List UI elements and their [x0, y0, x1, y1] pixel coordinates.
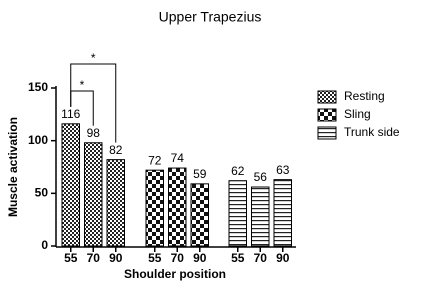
x-tick-label: 90 [109, 251, 123, 265]
bar [145, 169, 164, 247]
data-label: 56 [254, 170, 268, 184]
data-label: 74 [171, 151, 185, 165]
x-tick-label: 70 [87, 251, 101, 265]
data-label: 82 [109, 143, 123, 157]
bar [228, 180, 247, 247]
bar [190, 183, 209, 247]
bar [273, 179, 292, 247]
significance-label: * [91, 51, 96, 65]
legend-swatch [317, 90, 337, 104]
x-tick-label: 70 [254, 251, 268, 265]
x-tick-label: 55 [231, 251, 245, 265]
bar [84, 142, 103, 247]
data-label: 72 [148, 153, 162, 167]
y-tick-label: 150 [28, 80, 48, 94]
data-label: 63 [276, 163, 290, 177]
x-axis-label: Shoulder position [124, 267, 226, 281]
chart-title: Upper Trapezius [159, 9, 262, 25]
y-axis-label: Muscle activation [6, 117, 20, 217]
x-tick-label: 55 [148, 251, 162, 265]
significance-label: * [80, 78, 85, 92]
x-tick-label: 90 [276, 251, 290, 265]
legend-swatch [317, 108, 337, 122]
y-tick-label: 0 [41, 238, 48, 252]
data-label: 59 [193, 167, 207, 181]
data-label: 98 [87, 126, 101, 140]
legend-label: Resting [344, 89, 385, 103]
significance-bracket [70, 63, 117, 143]
x-tick-label: 55 [64, 251, 78, 265]
legend-label: Sling [344, 107, 371, 121]
legend-swatch [317, 126, 337, 140]
legend-label: Trunk side [344, 125, 400, 139]
bar [251, 186, 270, 247]
bar [106, 159, 125, 247]
y-tick-label: 50 [35, 186, 49, 200]
bar [168, 167, 187, 247]
y-tick-label: 100 [28, 133, 48, 147]
x-tick-label: 90 [193, 251, 207, 265]
data-label: 116 [61, 107, 80, 121]
bar [61, 123, 80, 247]
x-tick-label: 70 [171, 251, 185, 265]
data-label: 62 [231, 164, 245, 178]
